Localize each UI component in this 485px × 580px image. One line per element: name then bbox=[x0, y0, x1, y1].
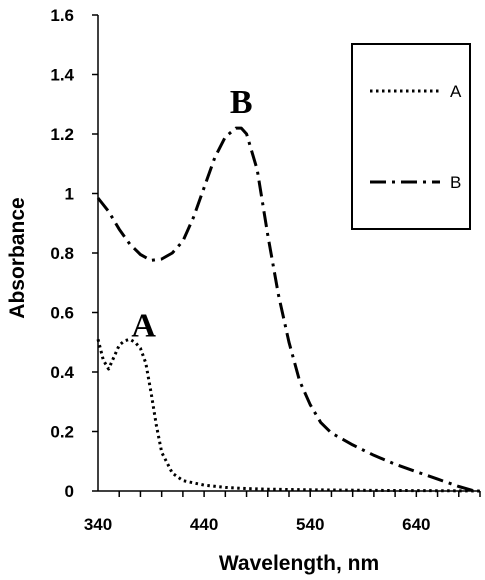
tick-marks bbox=[92, 14, 481, 497]
legend-label-b: B bbox=[450, 173, 461, 192]
annotation-a: A bbox=[131, 307, 156, 344]
annotation-b: B bbox=[230, 84, 253, 121]
y-tick-label: 0.2 bbox=[50, 423, 74, 442]
legend: A B bbox=[351, 43, 471, 230]
series-line-b bbox=[96, 126, 476, 493]
y-tick-label: 1.2 bbox=[50, 125, 74, 144]
series-line-a bbox=[96, 337, 481, 493]
y-tick-label: 0.8 bbox=[50, 244, 74, 263]
y-tick-label: 0.4 bbox=[50, 363, 74, 382]
legend-box bbox=[351, 43, 471, 230]
x-tick-label: 340 bbox=[84, 515, 112, 534]
y-tick-label: 1 bbox=[65, 185, 74, 204]
x-tick-label: 540 bbox=[296, 515, 324, 534]
y-axis-title: Absorbance bbox=[6, 197, 29, 318]
x-tick-label: 640 bbox=[402, 515, 430, 534]
x-axis-title: Wavelength, nm bbox=[219, 552, 379, 575]
y-tick-label: 1.6 bbox=[50, 6, 74, 25]
series-layer bbox=[96, 126, 481, 493]
y-tick-label: 0 bbox=[65, 482, 74, 501]
x-tick-label: 440 bbox=[190, 515, 218, 534]
legend-label-a: A bbox=[450, 82, 462, 101]
tick-labels: 0 0.2 0.4 0.6 0.8 1 1.2 1.4 1.6 340 440 540 640 bbox=[50, 6, 430, 534]
y-tick-label: 1.4 bbox=[50, 66, 74, 85]
annotations: AB bbox=[131, 84, 252, 344]
y-tick-label: 0.6 bbox=[50, 304, 74, 323]
